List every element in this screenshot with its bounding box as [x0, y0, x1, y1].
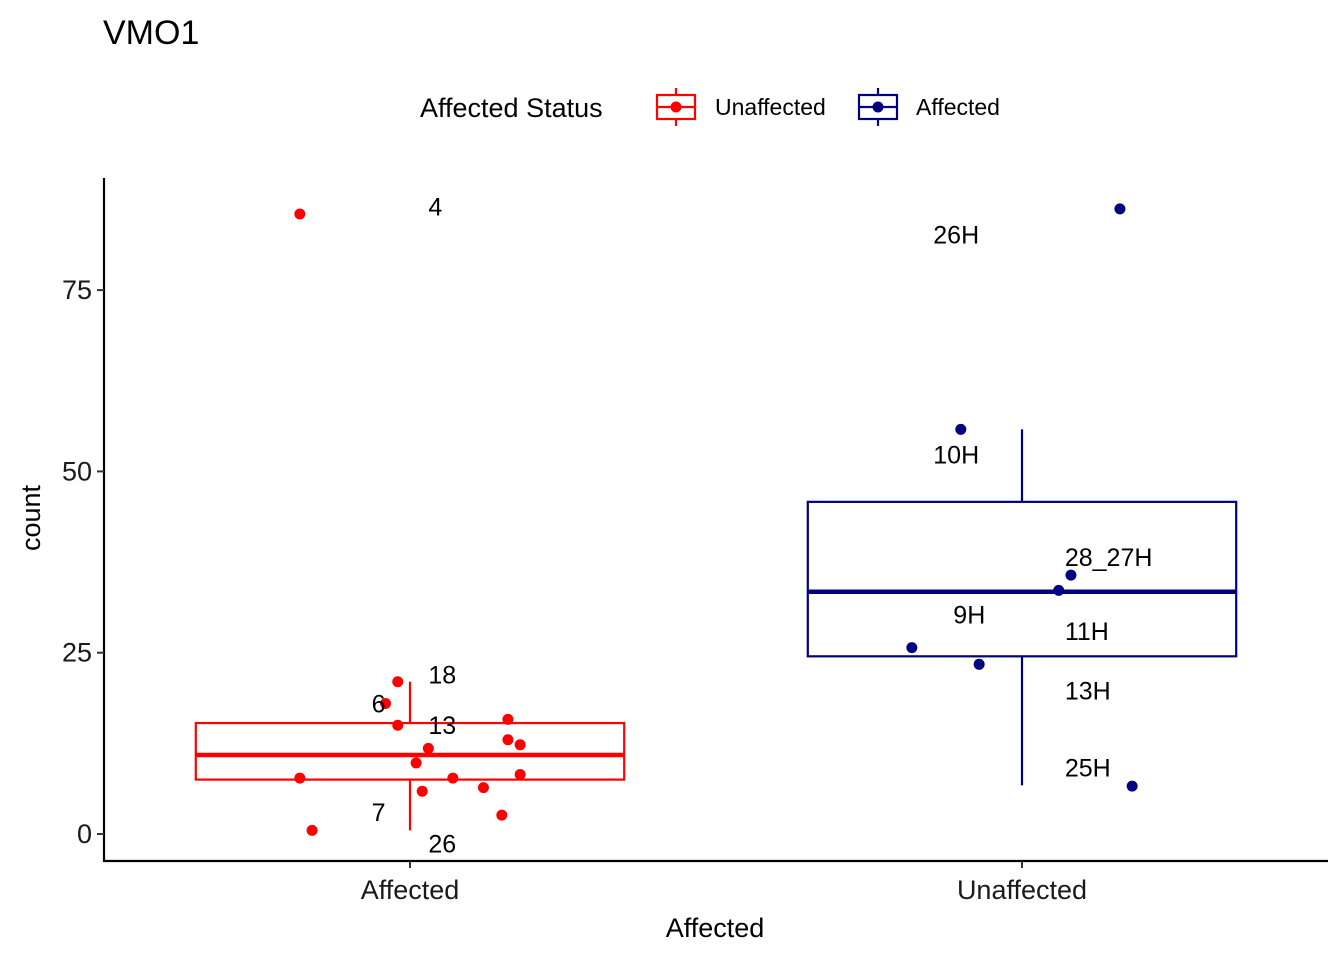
point-label-28-27h: 28_27H [1065, 544, 1153, 572]
data-point-affected-1 [392, 676, 404, 688]
plot-area: 0 25 50 75 Affected Unaffected 4 18 6 13 7 26 26H 10H… [62, 178, 1328, 905]
data-point-unaffected-20 [906, 642, 918, 654]
point-label-26: 26 [428, 830, 456, 858]
chart-title: VMO1 [103, 14, 199, 52]
data-point-affected-4 [502, 713, 514, 725]
point-label-7: 7 [372, 799, 386, 827]
y-axis-title: count [16, 484, 46, 551]
box-affected [194, 721, 626, 781]
data-point-unaffected-22 [1126, 780, 1138, 792]
data-point-affected-15 [306, 824, 318, 836]
data-point-affected-7 [422, 742, 434, 754]
legend-title: Affected Status [420, 93, 603, 123]
data-point-unaffected-18 [1065, 569, 1077, 581]
data-point-affected-5 [502, 734, 514, 746]
legend-label-unaffected: Unaffected [715, 94, 826, 120]
x-tick-label-affected: Affected [361, 875, 460, 905]
data-point-affected-3 [392, 719, 404, 731]
point-label-13h: 13H [1065, 677, 1111, 705]
y-tick-label-0: 0 [77, 819, 92, 849]
data-point-affected-11 [514, 769, 526, 781]
data-point-unaffected-19 [1053, 584, 1065, 596]
y-tick-label-50: 50 [62, 456, 92, 486]
point-label-10h: 10H [933, 442, 979, 470]
box-unaffected [806, 500, 1238, 658]
data-point-unaffected-21 [973, 658, 985, 670]
data-point-affected-8 [410, 757, 422, 769]
data-point-affected-9 [294, 772, 306, 784]
x-tick-label-unaffected: Unaffected [957, 875, 1087, 905]
y-tick-label-75: 75 [62, 275, 92, 305]
data-point-affected-14 [496, 809, 508, 821]
data-point-unaffected-16 [1114, 203, 1126, 215]
point-label-11h: 11H [1065, 618, 1109, 646]
data-point-affected-13 [416, 785, 428, 797]
point-label-4: 4 [428, 194, 442, 222]
legend-key-affected [857, 88, 899, 126]
legend: Affected Status Unaffected Affected [420, 88, 1000, 126]
data-point-affected-10 [447, 772, 459, 784]
data-point-affected-12 [477, 782, 489, 794]
data-point-affected-0 [294, 208, 306, 220]
x-axis-title: Affected [666, 913, 765, 943]
legend-label-affected: Affected [916, 94, 1000, 120]
point-label-6: 6 [372, 690, 386, 718]
legend-key-unaffected [655, 88, 697, 126]
point-label-13: 13 [428, 712, 456, 740]
point-label-18: 18 [428, 661, 456, 689]
point-label-25h: 25H [1065, 754, 1111, 782]
point-label-9h: 9H [953, 601, 985, 629]
data-point-affected-2 [380, 697, 392, 709]
y-tick-label-25: 25 [62, 638, 92, 668]
point-label-26h: 26H [933, 221, 979, 249]
data-point-unaffected-17 [955, 423, 967, 435]
data-point-affected-6 [514, 739, 526, 751]
